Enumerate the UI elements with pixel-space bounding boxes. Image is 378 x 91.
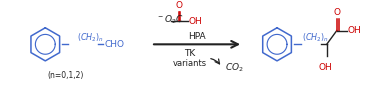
- Text: (n=0,1,2): (n=0,1,2): [47, 71, 84, 80]
- Text: OH: OH: [348, 26, 362, 35]
- Text: HPA: HPA: [188, 32, 206, 41]
- Text: $CO_2$: $CO_2$: [225, 62, 243, 74]
- Text: OH: OH: [319, 63, 333, 72]
- Text: variants: variants: [173, 59, 207, 68]
- Text: OH: OH: [189, 17, 203, 26]
- Text: O: O: [175, 1, 182, 10]
- Text: $(CH_2)_n$: $(CH_2)_n$: [77, 32, 104, 44]
- Text: $(CH_2)_n$: $(CH_2)_n$: [302, 32, 329, 44]
- Text: TK: TK: [184, 49, 195, 58]
- Text: CHO: CHO: [104, 40, 124, 49]
- Text: O: O: [333, 8, 340, 17]
- Text: $^-O_2C$: $^-O_2C$: [156, 13, 183, 26]
